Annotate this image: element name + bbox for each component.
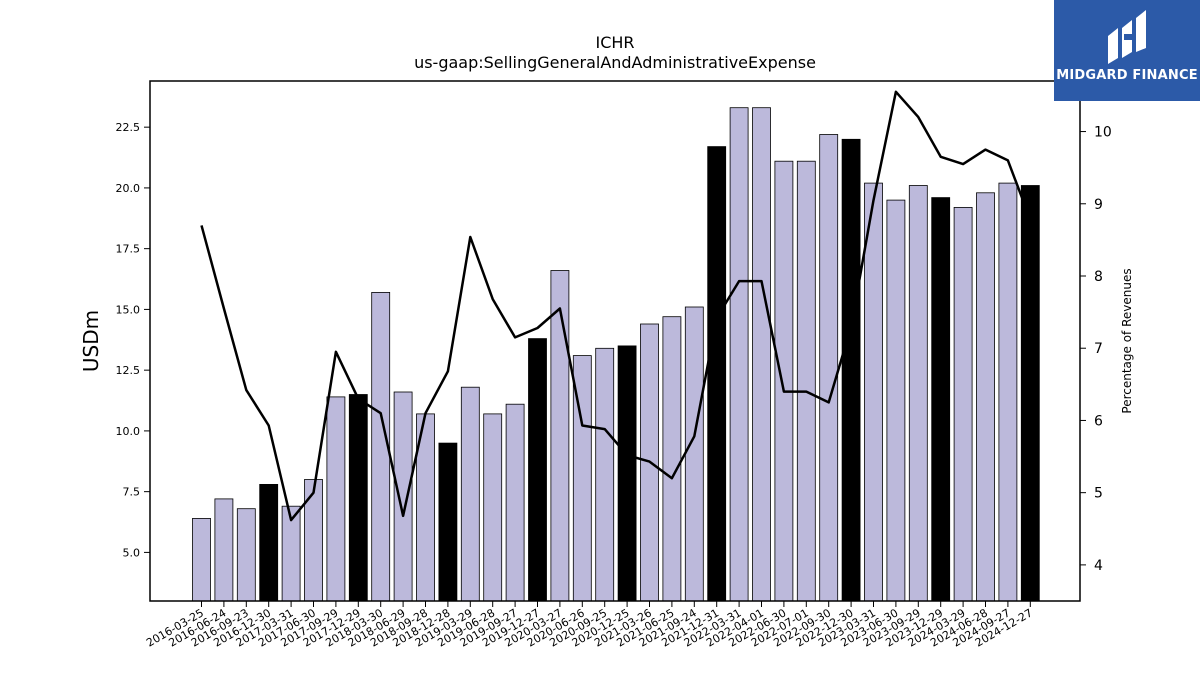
series-line xyxy=(200,90,1032,522)
bar xyxy=(460,386,480,602)
bar xyxy=(236,508,256,602)
y2-tick-label: 7 xyxy=(1094,341,1103,357)
bar xyxy=(505,403,525,602)
y-tick-label: 22.5 xyxy=(116,121,141,134)
y-axis-right: 4 5 6 7 8 9 10 xyxy=(1080,125,1112,574)
y2-tick-label: 8 xyxy=(1094,269,1103,285)
y2-tick-label: 4 xyxy=(1094,558,1103,574)
bar xyxy=(438,442,458,602)
bar xyxy=(214,498,234,602)
y-axis-label: USDm xyxy=(79,310,103,372)
bar xyxy=(192,518,211,602)
bar xyxy=(1020,185,1040,602)
bar xyxy=(707,146,727,602)
bar xyxy=(595,347,615,602)
bar xyxy=(729,107,749,602)
bar xyxy=(662,316,682,602)
bar xyxy=(864,182,883,602)
bar xyxy=(617,345,637,602)
bar xyxy=(684,306,704,602)
y-tick-label: 15.0 xyxy=(116,303,141,316)
chart-subtitle: us-gaap:SellingGeneralAndAdministrativeE… xyxy=(414,53,816,72)
bar xyxy=(908,185,928,602)
y-tick-label: 5.0 xyxy=(123,546,141,559)
y-tick-label: 10.0 xyxy=(116,425,141,438)
bar xyxy=(550,270,570,602)
brand-logo: MIDGARD FINANCE xyxy=(1054,0,1200,101)
bar xyxy=(326,396,346,602)
bar xyxy=(348,394,368,602)
logo-mark-icon xyxy=(1108,10,1146,64)
logo-text: MIDGARD FINANCE xyxy=(1056,68,1198,83)
bar xyxy=(841,138,861,602)
y2-tick-label: 6 xyxy=(1094,413,1103,429)
y-axis-left: 5.0 7.5 10.0 12.5 15.0 17.5 20.0 22.5 xyxy=(116,121,150,559)
bar xyxy=(393,391,413,602)
bar xyxy=(752,107,771,602)
bar xyxy=(796,160,816,602)
bar xyxy=(819,134,839,602)
bar xyxy=(528,338,547,602)
y-tick-label: 20.0 xyxy=(116,182,141,195)
plot-frame xyxy=(149,80,1081,602)
bar xyxy=(953,206,973,602)
y2-tick-label: 5 xyxy=(1094,486,1103,502)
x-axis: 2016-03-252016-06-242016-09-232016-12-30… xyxy=(144,601,1035,650)
bar xyxy=(998,182,1018,602)
bar xyxy=(931,197,951,602)
line-layer xyxy=(200,90,1032,522)
bar xyxy=(304,479,323,602)
bar xyxy=(976,192,995,602)
y2-tick-label: 9 xyxy=(1094,197,1103,213)
bar xyxy=(259,483,279,602)
bar xyxy=(774,160,794,602)
bars xyxy=(192,107,1040,602)
bar xyxy=(886,199,906,602)
y-tick-label: 7.5 xyxy=(123,486,141,499)
chart-title: ICHR xyxy=(595,33,634,52)
y2-tick-label: 10 xyxy=(1094,125,1112,141)
bar xyxy=(483,413,503,602)
y-tick-label: 17.5 xyxy=(116,243,141,256)
y2-axis-label: Percentage of Revenues xyxy=(1120,268,1134,413)
y-tick-label: 12.5 xyxy=(116,364,141,377)
